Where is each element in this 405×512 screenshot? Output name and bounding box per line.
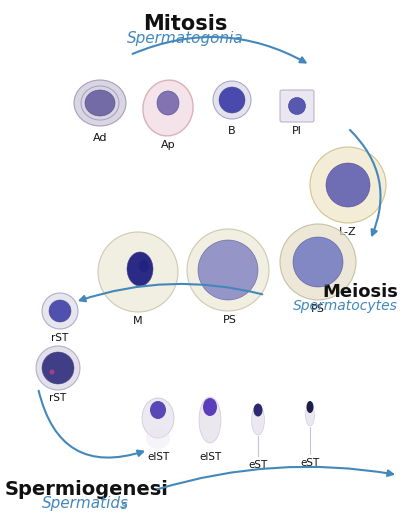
- Text: Spermatids: Spermatids: [42, 496, 129, 511]
- Text: PS: PS: [223, 315, 237, 325]
- Ellipse shape: [42, 293, 78, 329]
- Ellipse shape: [143, 80, 193, 136]
- Ellipse shape: [305, 404, 315, 426]
- Text: s: s: [121, 499, 128, 512]
- Text: L-Z: L-Z: [339, 227, 357, 237]
- Text: elST: elST: [199, 452, 221, 462]
- Ellipse shape: [49, 370, 55, 374]
- Text: Pl: Pl: [292, 126, 302, 136]
- Ellipse shape: [203, 398, 217, 416]
- Text: M: M: [133, 316, 143, 326]
- Ellipse shape: [49, 300, 71, 322]
- Ellipse shape: [254, 403, 262, 416]
- Ellipse shape: [127, 252, 153, 286]
- Text: Ad: Ad: [93, 133, 107, 143]
- Ellipse shape: [326, 163, 370, 207]
- Ellipse shape: [98, 232, 178, 312]
- Ellipse shape: [42, 352, 74, 384]
- Text: elST: elST: [147, 452, 169, 462]
- FancyBboxPatch shape: [280, 90, 314, 122]
- Ellipse shape: [293, 237, 343, 287]
- Ellipse shape: [199, 397, 221, 443]
- Ellipse shape: [310, 147, 386, 223]
- Text: B: B: [228, 126, 236, 136]
- Ellipse shape: [252, 405, 264, 435]
- Ellipse shape: [36, 346, 80, 390]
- Text: Meiosis: Meiosis: [322, 283, 398, 301]
- Ellipse shape: [213, 81, 251, 119]
- Ellipse shape: [219, 87, 245, 113]
- Ellipse shape: [146, 427, 170, 449]
- Ellipse shape: [198, 240, 258, 300]
- Ellipse shape: [150, 401, 166, 419]
- Ellipse shape: [139, 260, 149, 272]
- Text: rST: rST: [51, 333, 68, 343]
- Ellipse shape: [307, 401, 313, 413]
- Text: Spermiogenesi: Spermiogenesi: [5, 480, 169, 499]
- Text: eST: eST: [301, 458, 320, 468]
- Text: Spermatogonia: Spermatogonia: [127, 31, 243, 46]
- Ellipse shape: [288, 97, 305, 115]
- Ellipse shape: [157, 91, 179, 115]
- Ellipse shape: [187, 229, 269, 311]
- Ellipse shape: [74, 80, 126, 126]
- Ellipse shape: [280, 224, 356, 300]
- Text: Spermatocytes: Spermatocytes: [293, 299, 398, 313]
- Text: Mitosis: Mitosis: [143, 14, 227, 34]
- Ellipse shape: [85, 90, 115, 116]
- Text: PS: PS: [311, 304, 325, 314]
- Text: Ap: Ap: [161, 140, 175, 150]
- Text: rST: rST: [49, 393, 67, 403]
- Ellipse shape: [142, 398, 174, 438]
- Text: eST: eST: [248, 460, 268, 470]
